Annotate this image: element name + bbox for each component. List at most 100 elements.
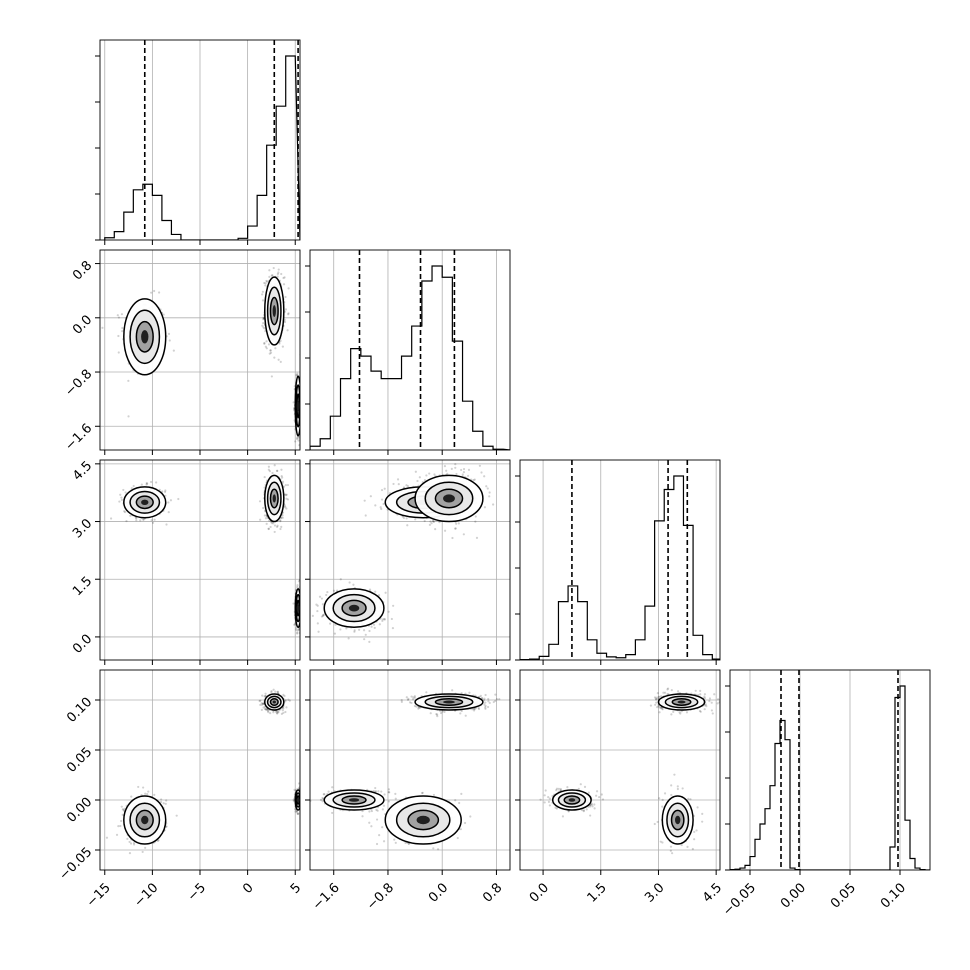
sample-point (302, 586, 304, 588)
sample-point (177, 497, 180, 501)
density-peak (443, 494, 455, 503)
density-peak (348, 604, 360, 612)
sample-point (263, 707, 267, 711)
sample-point (369, 495, 372, 498)
sample-point (363, 499, 366, 502)
sample-point (280, 468, 283, 471)
sample-point (269, 351, 273, 354)
sample-point (486, 487, 489, 490)
sample-point (267, 468, 270, 471)
sample-point (488, 491, 491, 494)
sample-point (300, 401, 302, 403)
sample-point (475, 536, 479, 540)
sample-point (266, 708, 269, 712)
sample-point (370, 625, 373, 628)
sample-point (165, 825, 168, 828)
sample-point (105, 836, 109, 839)
sample-point (266, 709, 270, 713)
sample-point (353, 629, 356, 632)
sample-point (271, 274, 274, 277)
sample-point (123, 510, 126, 513)
sample-point (283, 694, 286, 698)
sample-point (121, 808, 124, 811)
sample-point (263, 341, 266, 345)
sample-point (406, 524, 409, 527)
sample-point (358, 628, 361, 631)
sample-point (293, 788, 296, 791)
sample-point (258, 500, 262, 503)
sample-point (381, 619, 384, 622)
sample-point (128, 840, 131, 844)
sample-point (279, 339, 282, 342)
sample-point (278, 342, 281, 345)
sample-point (454, 527, 457, 530)
sample-point (474, 515, 477, 518)
sample-point (281, 709, 284, 712)
sample-point (167, 510, 170, 514)
sample-point (119, 824, 122, 828)
sample-point (273, 530, 276, 534)
sample-point (301, 798, 303, 800)
sample-point (281, 480, 285, 483)
sample-point (281, 476, 284, 479)
sample-point (270, 375, 273, 378)
sample-point (129, 514, 132, 517)
sample-point (297, 627, 300, 631)
sample-point (137, 785, 140, 789)
sample-point (275, 469, 279, 472)
sample-point (384, 591, 387, 594)
sample-point (264, 282, 267, 285)
density-peak (272, 494, 276, 503)
sample-point (286, 498, 290, 501)
sample-point (263, 475, 266, 479)
sample-point (117, 825, 120, 828)
scatter-density (109, 464, 304, 635)
sample-point (454, 466, 457, 469)
sample-point (272, 266, 275, 270)
sample-point (378, 623, 381, 626)
sample-point (162, 802, 165, 805)
sample-point (438, 521, 441, 524)
sample-point (428, 472, 431, 475)
sample-point (283, 276, 286, 279)
sample-point (264, 517, 268, 520)
panel-0-0 (95, 39, 301, 245)
sample-point (480, 471, 483, 474)
sample-point (149, 480, 153, 484)
density-peak (141, 499, 149, 505)
sample-point (140, 483, 143, 486)
sample-point (135, 519, 138, 522)
histogram (310, 250, 510, 450)
y-tick-label: −0.8 (62, 367, 95, 400)
sample-point (418, 476, 421, 479)
sample-point (277, 710, 280, 714)
sample-point (311, 614, 314, 617)
sample-point (460, 468, 463, 472)
sample-point (281, 345, 284, 348)
sample-point (261, 694, 264, 697)
density-peak (296, 400, 300, 412)
sample-point (270, 690, 273, 693)
sample-point (320, 615, 324, 618)
sample-point (405, 484, 408, 487)
sample-point (271, 471, 274, 475)
sample-point (276, 712, 279, 715)
sample-point (101, 326, 104, 329)
sample-point (141, 850, 144, 854)
sample-point (261, 702, 265, 705)
sample-point (339, 578, 342, 581)
sample-point (132, 484, 135, 488)
sample-point (368, 629, 371, 633)
sample-point (157, 839, 160, 842)
sample-point (276, 690, 280, 693)
sample-point (120, 313, 124, 316)
sample-point (267, 711, 270, 714)
sample-point (263, 514, 266, 517)
sample-point (264, 692, 267, 695)
sample-point (268, 470, 271, 473)
sample-point (296, 436, 299, 439)
sample-point (433, 473, 436, 476)
sample-point (163, 490, 167, 494)
sample-point (294, 440, 297, 443)
sample-point (478, 464, 482, 467)
